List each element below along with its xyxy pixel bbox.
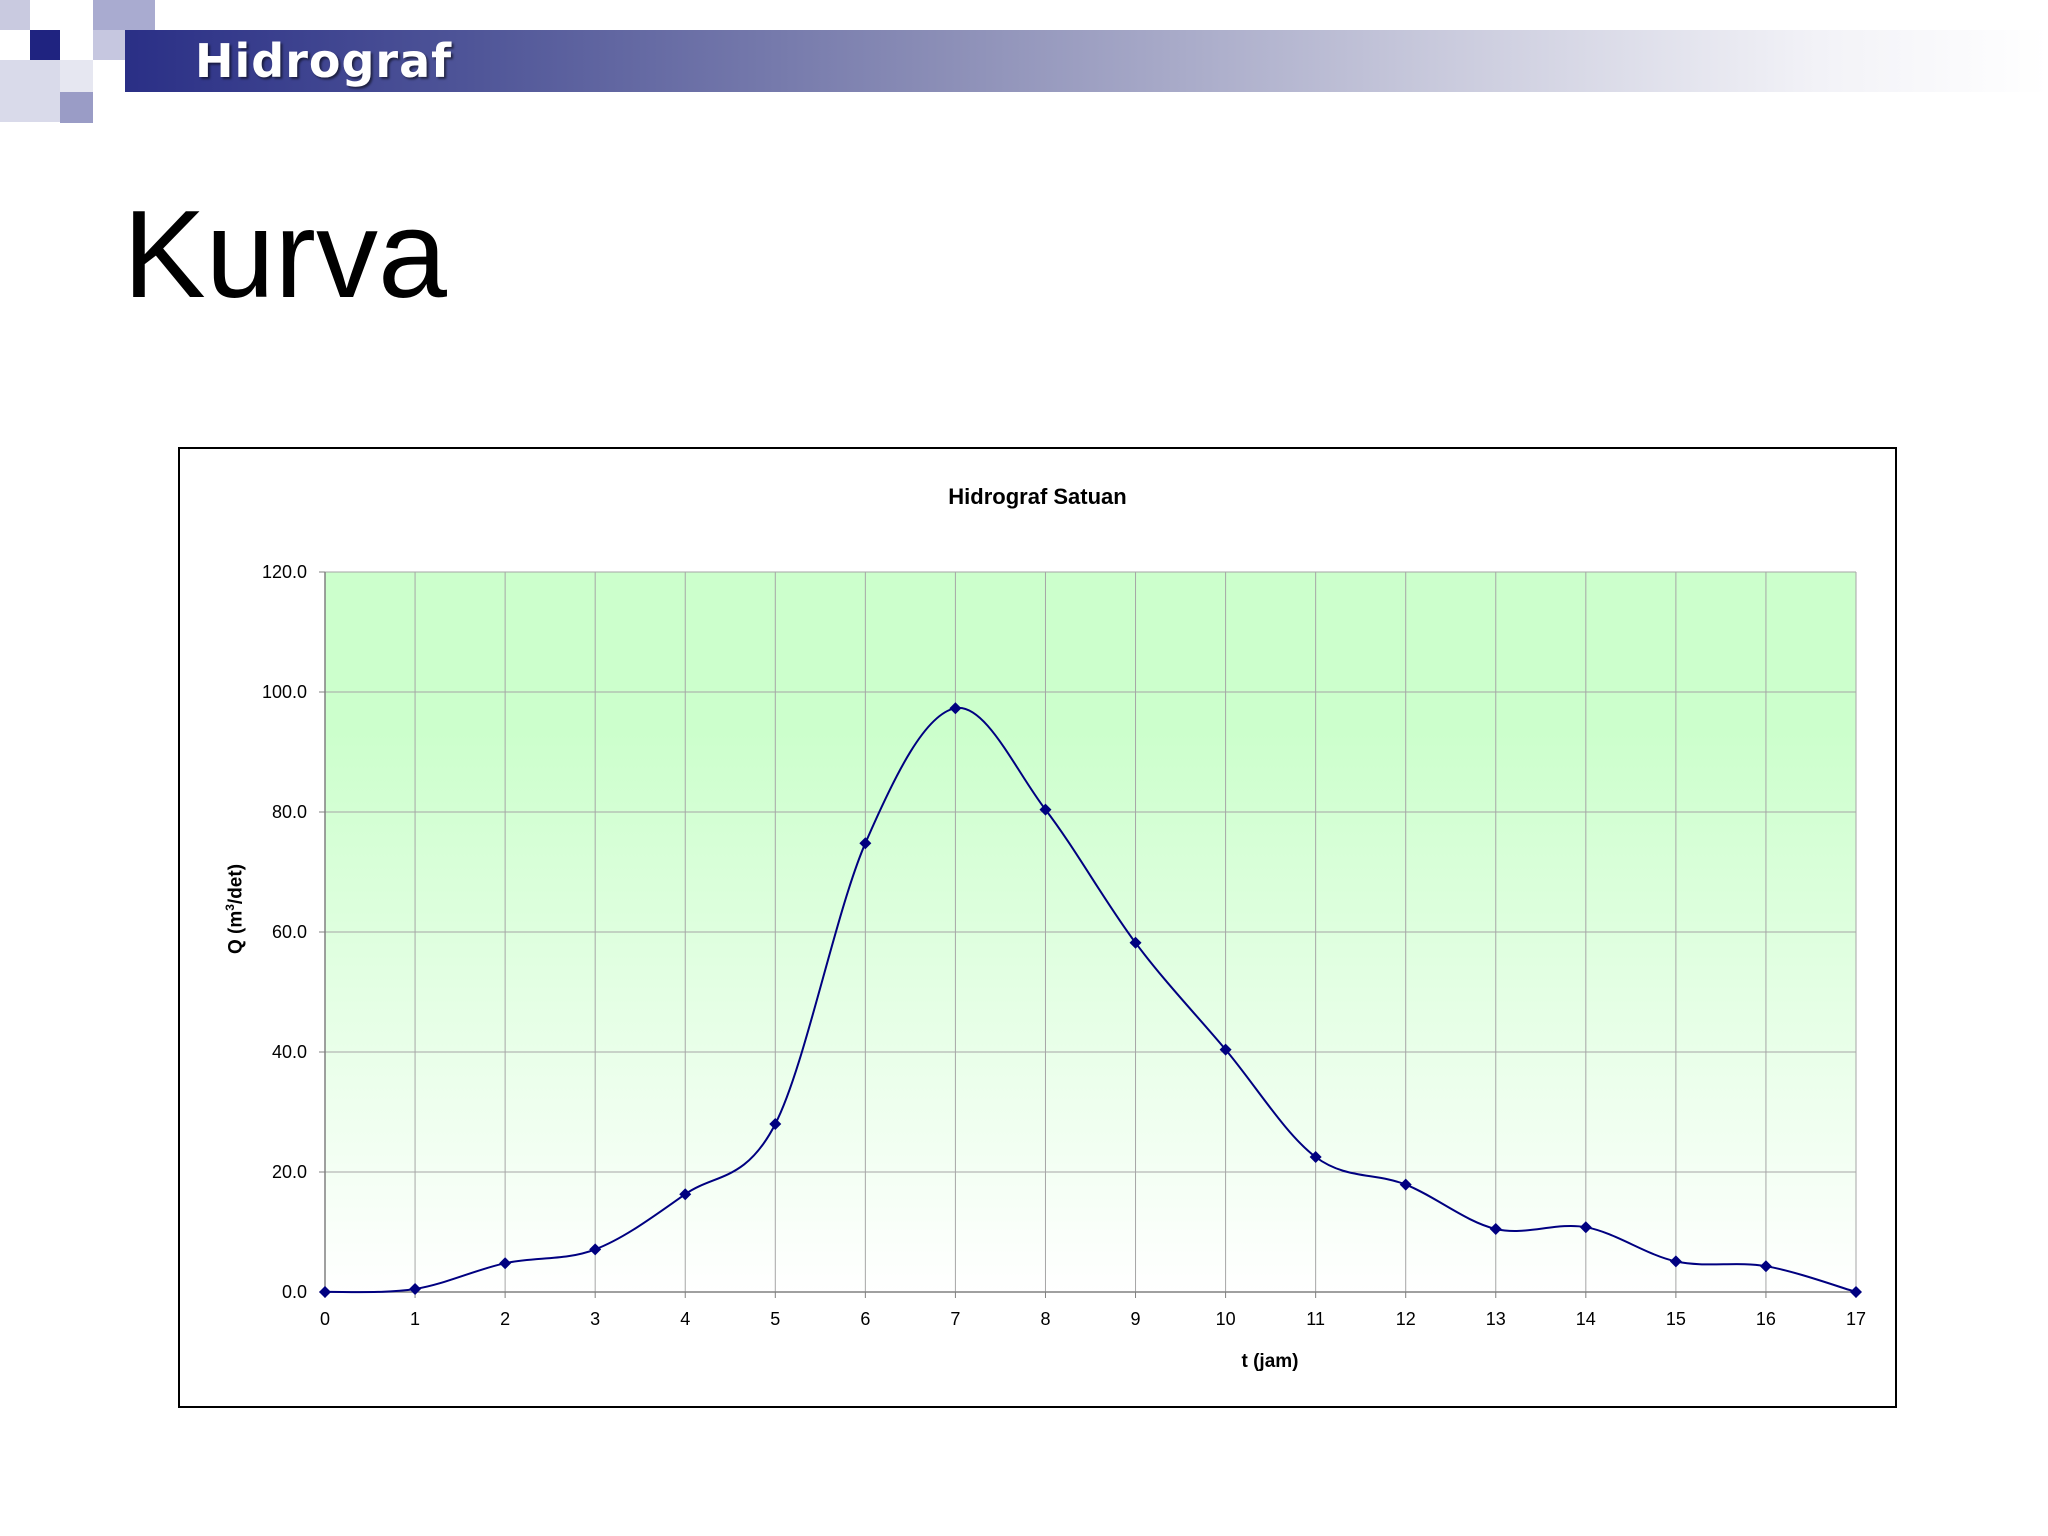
x-tick-label: 2	[500, 1309, 510, 1329]
header-square-light-b	[0, 60, 60, 122]
header-band	[125, 30, 2048, 92]
data-point-marker	[1489, 1223, 1502, 1235]
x-tick-label: 10	[1216, 1309, 1236, 1329]
data-point-marker	[1759, 1260, 1772, 1273]
x-tick-label: 0	[320, 1309, 330, 1329]
x-tick-label: 1	[410, 1309, 420, 1329]
y-tick-label: 40.0	[272, 1042, 307, 1062]
data-point-marker	[409, 1283, 422, 1295]
header-square-mid-b	[93, 30, 125, 60]
header-square-mid-c	[60, 92, 93, 123]
header-square-dark	[30, 30, 60, 60]
data-point-marker	[1309, 1151, 1322, 1163]
x-tick-label: 12	[1396, 1309, 1416, 1329]
data-point-marker	[1399, 1178, 1412, 1191]
x-tick-label: 8	[1040, 1309, 1050, 1329]
header-square-light-a	[0, 0, 30, 30]
y-tick-label: 20.0	[272, 1162, 307, 1182]
data-point-marker	[499, 1257, 512, 1270]
x-tick-label: 11	[1306, 1309, 1325, 1329]
x-tick-label: 13	[1486, 1309, 1506, 1329]
header-square-mid-a	[93, 0, 155, 30]
y-tick-label: 100.0	[262, 682, 307, 702]
x-tick-label: 5	[770, 1309, 780, 1329]
data-point-marker	[679, 1188, 692, 1201]
data-point-marker	[1219, 1043, 1232, 1056]
data-point-marker	[1129, 936, 1142, 949]
header-square-mid-d	[60, 60, 93, 92]
x-tick-label: 15	[1666, 1309, 1686, 1329]
data-point-marker	[1669, 1255, 1682, 1268]
data-point-marker	[859, 837, 872, 850]
data-point-marker	[769, 1118, 782, 1130]
x-tick-label: 16	[1756, 1309, 1776, 1329]
x-tick-label: 6	[860, 1309, 870, 1329]
data-point-marker	[1579, 1221, 1592, 1234]
y-tick-label: 120.0	[262, 562, 307, 582]
chart-title: Hidrograf Satuan	[948, 484, 1127, 509]
data-point-marker	[1850, 1286, 1862, 1298]
data-point-marker	[589, 1243, 602, 1256]
x-tick-label: 17	[1846, 1309, 1866, 1329]
x-tick-label: 9	[1131, 1309, 1141, 1329]
x-tick-label: 3	[590, 1309, 600, 1329]
data-point-marker	[319, 1286, 331, 1298]
chart-frame: Hidrograf Satuan 0.0 20.0 40.0 60.0 80.0 100.…	[178, 447, 1897, 1408]
data-point-marker	[949, 702, 962, 715]
slide-title: Kurva	[123, 186, 447, 324]
header-title: Hidrograf	[195, 34, 453, 88]
x-tick-label: 14	[1576, 1309, 1596, 1329]
x-tick-label: 4	[680, 1309, 690, 1329]
y-tick-label: 80.0	[272, 802, 307, 822]
x-tick-label: 7	[950, 1309, 960, 1329]
x-axis-label: t (jam)	[1241, 1351, 1299, 1372]
series-line	[324, 707, 1857, 1294]
y-axis-label: Q (m3/det)	[223, 863, 247, 955]
data-point-marker	[1039, 803, 1052, 816]
y-tick-label: 0.0	[282, 1282, 307, 1302]
y-tick-label: 60.0	[272, 922, 307, 942]
